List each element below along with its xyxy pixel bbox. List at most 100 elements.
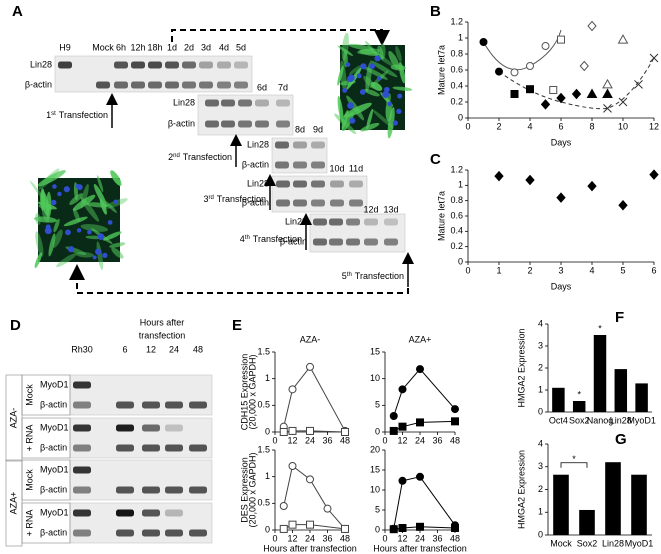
lane-label: 2d: [184, 42, 194, 52]
band: [329, 218, 343, 226]
band: [165, 61, 179, 69]
band: [73, 529, 91, 537]
transfection-text: Transfection: [253, 234, 302, 244]
marker: [306, 475, 314, 484]
band: [142, 424, 160, 432]
lane-label: 6d: [257, 82, 267, 92]
band: [311, 161, 325, 169]
series-line: [283, 465, 346, 530]
cell: [96, 241, 104, 271]
marker: [571, 88, 582, 100]
nucleus: [52, 184, 57, 189]
cell: [56, 253, 77, 268]
x-tick-label: 36: [432, 435, 442, 445]
marker: [416, 472, 424, 481]
y-tick-label: 5: [375, 400, 380, 410]
marker: [541, 42, 550, 50]
band: [311, 199, 325, 207]
ordinal: 5: [342, 271, 347, 281]
marker: [618, 97, 628, 107]
y-tick-label: 0.8: [450, 48, 463, 58]
ordinal: 4: [240, 234, 245, 244]
row-label: β-actin: [40, 399, 67, 409]
y-tick-label: 0: [538, 529, 543, 539]
series-line: [393, 420, 456, 432]
chart-title: AZA+: [409, 334, 432, 344]
marker: [288, 520, 297, 529]
x-axis-label: Hours after transfection: [263, 543, 357, 553]
marker: [341, 428, 349, 436]
marker: [398, 524, 407, 532]
band: [205, 120, 219, 128]
transfection-label: 3rd Transfection: [203, 194, 266, 204]
band: [114, 81, 128, 89]
nucleus: [97, 233, 105, 240]
ordinal-suffix: th: [347, 272, 352, 278]
cell: [73, 208, 80, 223]
marker: [451, 524, 459, 532]
band: [275, 161, 289, 169]
nucleus: [360, 63, 367, 70]
y-tick-label: 0.4: [450, 80, 463, 90]
lane-label: Rh30: [71, 344, 93, 354]
band: [349, 180, 363, 188]
y-tick-label: 0.5: [257, 400, 270, 410]
band: [364, 218, 378, 226]
marker: [389, 525, 398, 534]
band: [165, 81, 179, 89]
lane-label: 3d: [201, 42, 211, 52]
cell: [340, 60, 347, 93]
marker: [587, 180, 597, 192]
ordinal: 2: [168, 152, 173, 162]
band: [255, 120, 269, 128]
x-tick-label: Lin28: [602, 538, 624, 548]
band: [311, 180, 325, 188]
band: [364, 238, 378, 246]
cell: [38, 168, 60, 190]
bar: [553, 474, 569, 535]
band: [73, 444, 91, 452]
band: [276, 199, 290, 207]
x-tick-label: 12: [649, 121, 659, 131]
band: [330, 180, 344, 188]
cell: [102, 231, 122, 241]
cell: [349, 65, 361, 75]
band: [199, 81, 213, 89]
dashed-arrow: [69, 264, 409, 294]
band: [165, 401, 183, 409]
marker: [389, 426, 398, 435]
transfection-label: 5th Transfection: [342, 271, 404, 281]
y-tick-label: 0.5: [257, 498, 270, 508]
marker: [556, 192, 566, 203]
cell: [346, 95, 365, 121]
transfection-text: Transfection: [59, 110, 108, 120]
series-line: [283, 524, 346, 530]
band: [311, 141, 325, 149]
row-label: MyoD1: [40, 422, 69, 432]
x-tick-label: 0: [272, 533, 277, 543]
nucleus: [387, 101, 393, 107]
nucleus: [76, 228, 82, 233]
row-label: MyoD1: [40, 379, 69, 389]
cell: [369, 60, 398, 78]
row-label: β-actin: [242, 159, 269, 169]
nucleus: [356, 73, 362, 79]
x-tick-label: 12: [287, 533, 297, 543]
band: [275, 141, 289, 149]
lane-label: Mock: [92, 42, 114, 52]
band: [116, 529, 134, 537]
band: [234, 81, 248, 89]
transfection-label: 1st Transfection: [46, 110, 108, 120]
y-tick-label: 0: [375, 524, 380, 534]
cell: [63, 216, 88, 227]
bar: [579, 509, 595, 535]
nucleus: [376, 76, 382, 81]
nucleus: [113, 199, 118, 204]
band: [116, 509, 134, 517]
nucleus: [347, 102, 354, 109]
nucleus: [95, 248, 102, 255]
y-tick-label: 0.6: [450, 210, 463, 220]
lane-label: 9d: [313, 124, 323, 134]
lane-label: 12d: [363, 204, 378, 214]
row-label: MyoD1: [40, 507, 69, 517]
